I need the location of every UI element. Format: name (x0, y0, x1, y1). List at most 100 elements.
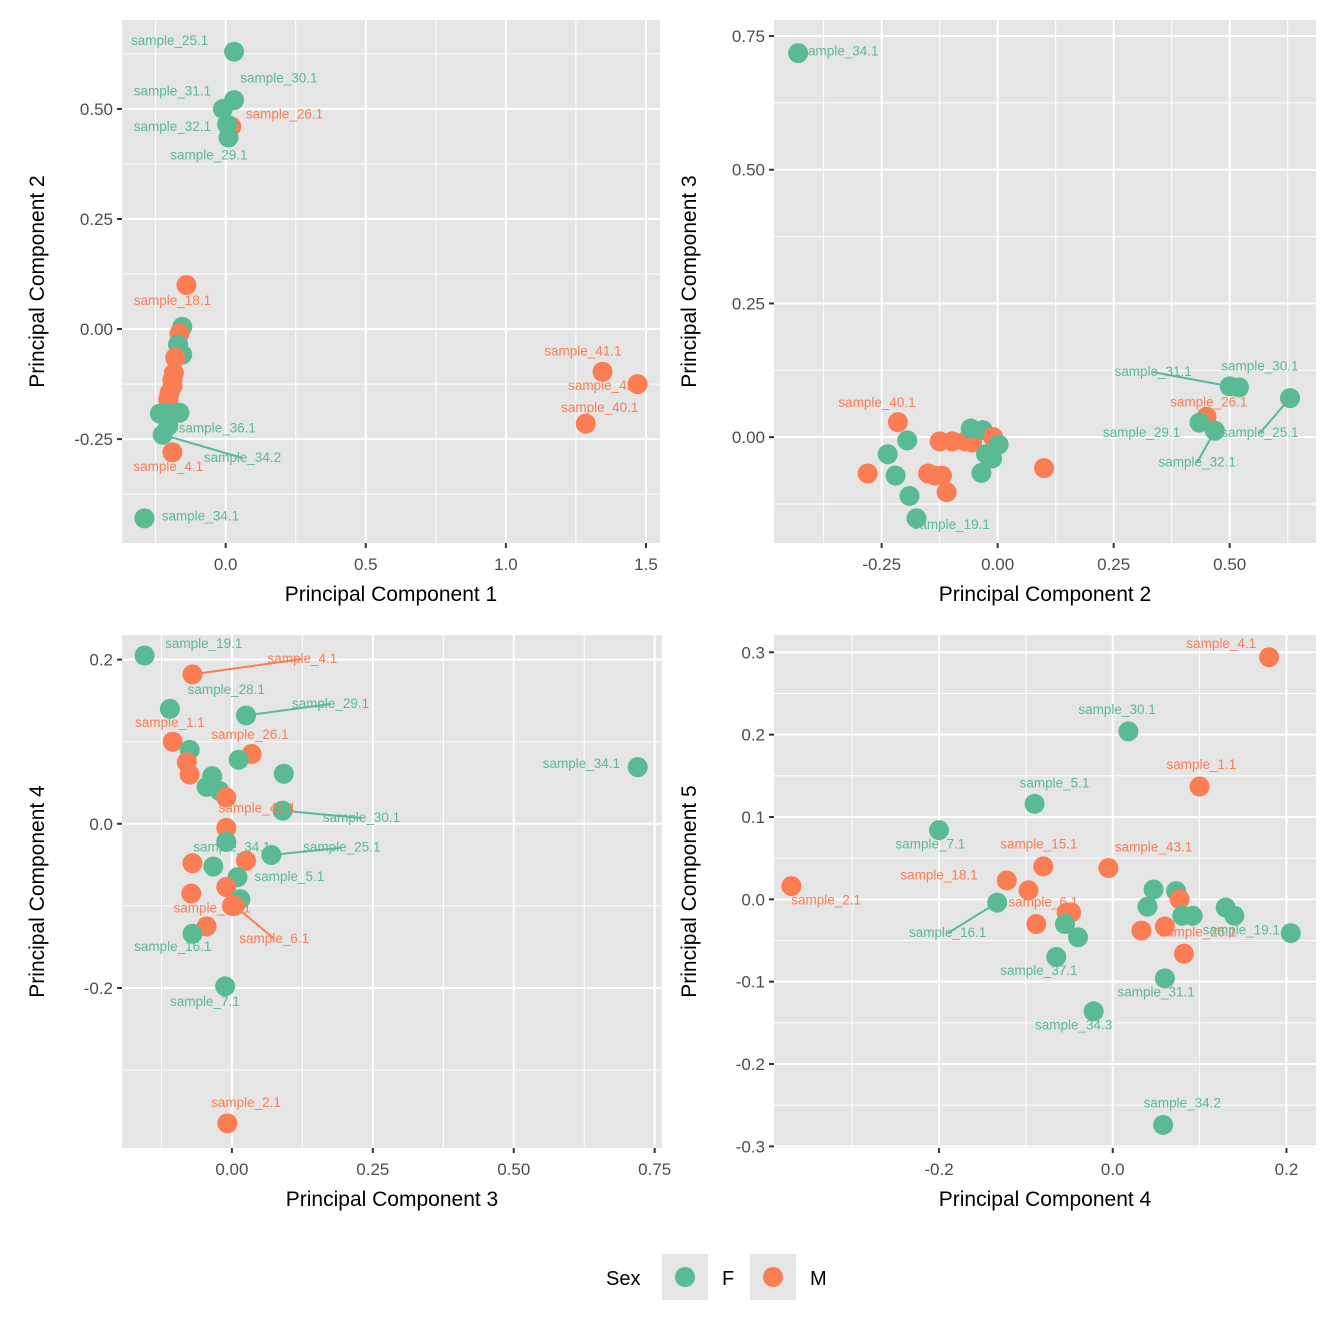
data-point (857, 463, 878, 484)
y-tick-label: -0.2 (84, 979, 113, 998)
point-label: sample_16.1 (134, 939, 211, 954)
y-tick-label: 0.2 (741, 726, 765, 745)
y-tick-label: 0.2 (89, 651, 113, 670)
point-label: sample_41.1 (544, 343, 621, 358)
y-tick-label: 0.75 (732, 27, 765, 46)
y-tick-label: 0.50 (732, 161, 765, 180)
data-point (1068, 927, 1089, 948)
point-label: sample_1.1 (135, 715, 205, 730)
data-point (203, 856, 224, 877)
point-label: sample_18.1 (134, 293, 211, 308)
data-point (152, 424, 173, 445)
labels-layer: sample_19.1 sample_4.1 sample_28.1 sample_2… (134, 636, 620, 1110)
data-point (217, 1113, 238, 1134)
point-label: sample_6.1 (239, 931, 309, 946)
point-label: sample_29.1 (1103, 425, 1180, 440)
legend-title: Sex (606, 1268, 640, 1290)
data-point (1189, 776, 1210, 797)
data-point (261, 844, 282, 865)
points-layer (134, 41, 648, 529)
data-point (1026, 914, 1047, 935)
point-label: sample_28.1 (188, 682, 265, 697)
data-point (1154, 916, 1175, 937)
point-label: sample_32.1 (134, 119, 211, 134)
x-tick-label: 1.5 (634, 555, 658, 574)
point-label: sample_34.2 (1144, 1096, 1221, 1111)
panel-pc4-vs-pc5: -0.2 0.0 0.2 -0.3 -0.2 -0.1 0.0 0.1 0.2 0.3 Princi… (678, 635, 1316, 1211)
data-point (181, 883, 202, 904)
data-point (575, 413, 596, 434)
data-point (228, 749, 249, 770)
points-layer (788, 43, 1301, 529)
point-label: sample_4.1 (133, 459, 203, 474)
point-label: sample_25.1 (131, 33, 208, 48)
point-label: sample_6.1 (1008, 895, 1078, 910)
point-label: sample_41.1 (219, 800, 296, 815)
plot-background (774, 635, 1316, 1148)
point-label: sample_26.1 (246, 107, 323, 122)
data-point (162, 731, 183, 752)
data-point (216, 831, 237, 852)
label-leader-line (245, 703, 331, 717)
data-point (897, 430, 918, 451)
data-point (236, 705, 257, 726)
point-label: sample_26.1 (211, 727, 288, 742)
data-point (216, 787, 237, 808)
labels-layer: sample_34.1 sample_40.1 sample_19.1 sample_… (801, 43, 1298, 532)
y-tick-label: 0.00 (80, 320, 113, 339)
legend: Sex F M (606, 1254, 827, 1300)
data-point (899, 485, 920, 506)
legend-key-m-dot (763, 1267, 783, 1287)
y-tick-label: -0.2 (736, 1055, 765, 1074)
data-point (1153, 1114, 1174, 1135)
point-label: sample_1.1 (1166, 757, 1236, 772)
data-point (1280, 388, 1301, 409)
point-label: sample_26.1 (1159, 924, 1236, 939)
panel-pc2-vs-pc3: -0.25 0.00 0.25 0.50 0.00 0.25 0.50 0.75 Princip… (678, 20, 1316, 606)
y-tick-label: 0.1 (741, 808, 765, 827)
plot-background (122, 635, 662, 1148)
point-label: sample_25.1 (303, 840, 380, 855)
data-point (1259, 647, 1280, 668)
point-label: sample_31.1 (1118, 984, 1195, 999)
y-tick-label: 0.0 (89, 815, 113, 834)
x-tick-label: 0.2 (1275, 1160, 1299, 1179)
point-label: sample_29.1 (292, 696, 369, 711)
point-label: sample_18.1 (900, 868, 977, 883)
data-point (1169, 889, 1190, 910)
labels-layer: sample_25.1 sample_30.1 sample_31.1 sample_… (131, 33, 645, 523)
x-tick-label: -0.25 (862, 555, 901, 574)
data-point (1083, 1001, 1104, 1022)
data-point (134, 508, 155, 529)
point-label: sample_2.1 (791, 892, 861, 907)
x-axis-title: Principal Component 3 (286, 1188, 498, 1211)
y-axis-title: Principal Component 5 (678, 785, 701, 997)
data-point (982, 448, 1003, 469)
x-tick-label: -0.2 (924, 1160, 953, 1179)
point-label: sample_4.1 (1186, 636, 1256, 651)
point-label: sample_5.1 (255, 869, 325, 884)
data-point (1228, 377, 1249, 398)
data-point (1034, 458, 1055, 479)
y-tick-label: 0.3 (741, 643, 765, 662)
label-leader-line (1152, 371, 1230, 388)
point-label: sample_43.1 (1115, 840, 1192, 855)
point-label: sample_34.1 (162, 509, 239, 524)
point-label: sample_37.1 (1000, 963, 1077, 978)
point-label: sample_13.1 (174, 900, 251, 915)
y-tick-label: 0.0 (741, 890, 765, 909)
point-label: sample_36.1 (179, 421, 256, 436)
data-point (1143, 879, 1164, 900)
data-point (215, 976, 236, 997)
point-label: sample_29.1 (170, 148, 247, 163)
point-label: sample_4.1 (267, 651, 337, 666)
point-label: sample_34.3 (1035, 1017, 1112, 1032)
label-leader-line (282, 809, 362, 820)
data-point (877, 444, 898, 465)
legend-label-f: F (722, 1268, 734, 1290)
point-label: sample_30.1 (240, 71, 317, 86)
point-label: sample_31.1 (134, 84, 211, 99)
data-point (929, 820, 950, 841)
data-point (781, 876, 802, 897)
